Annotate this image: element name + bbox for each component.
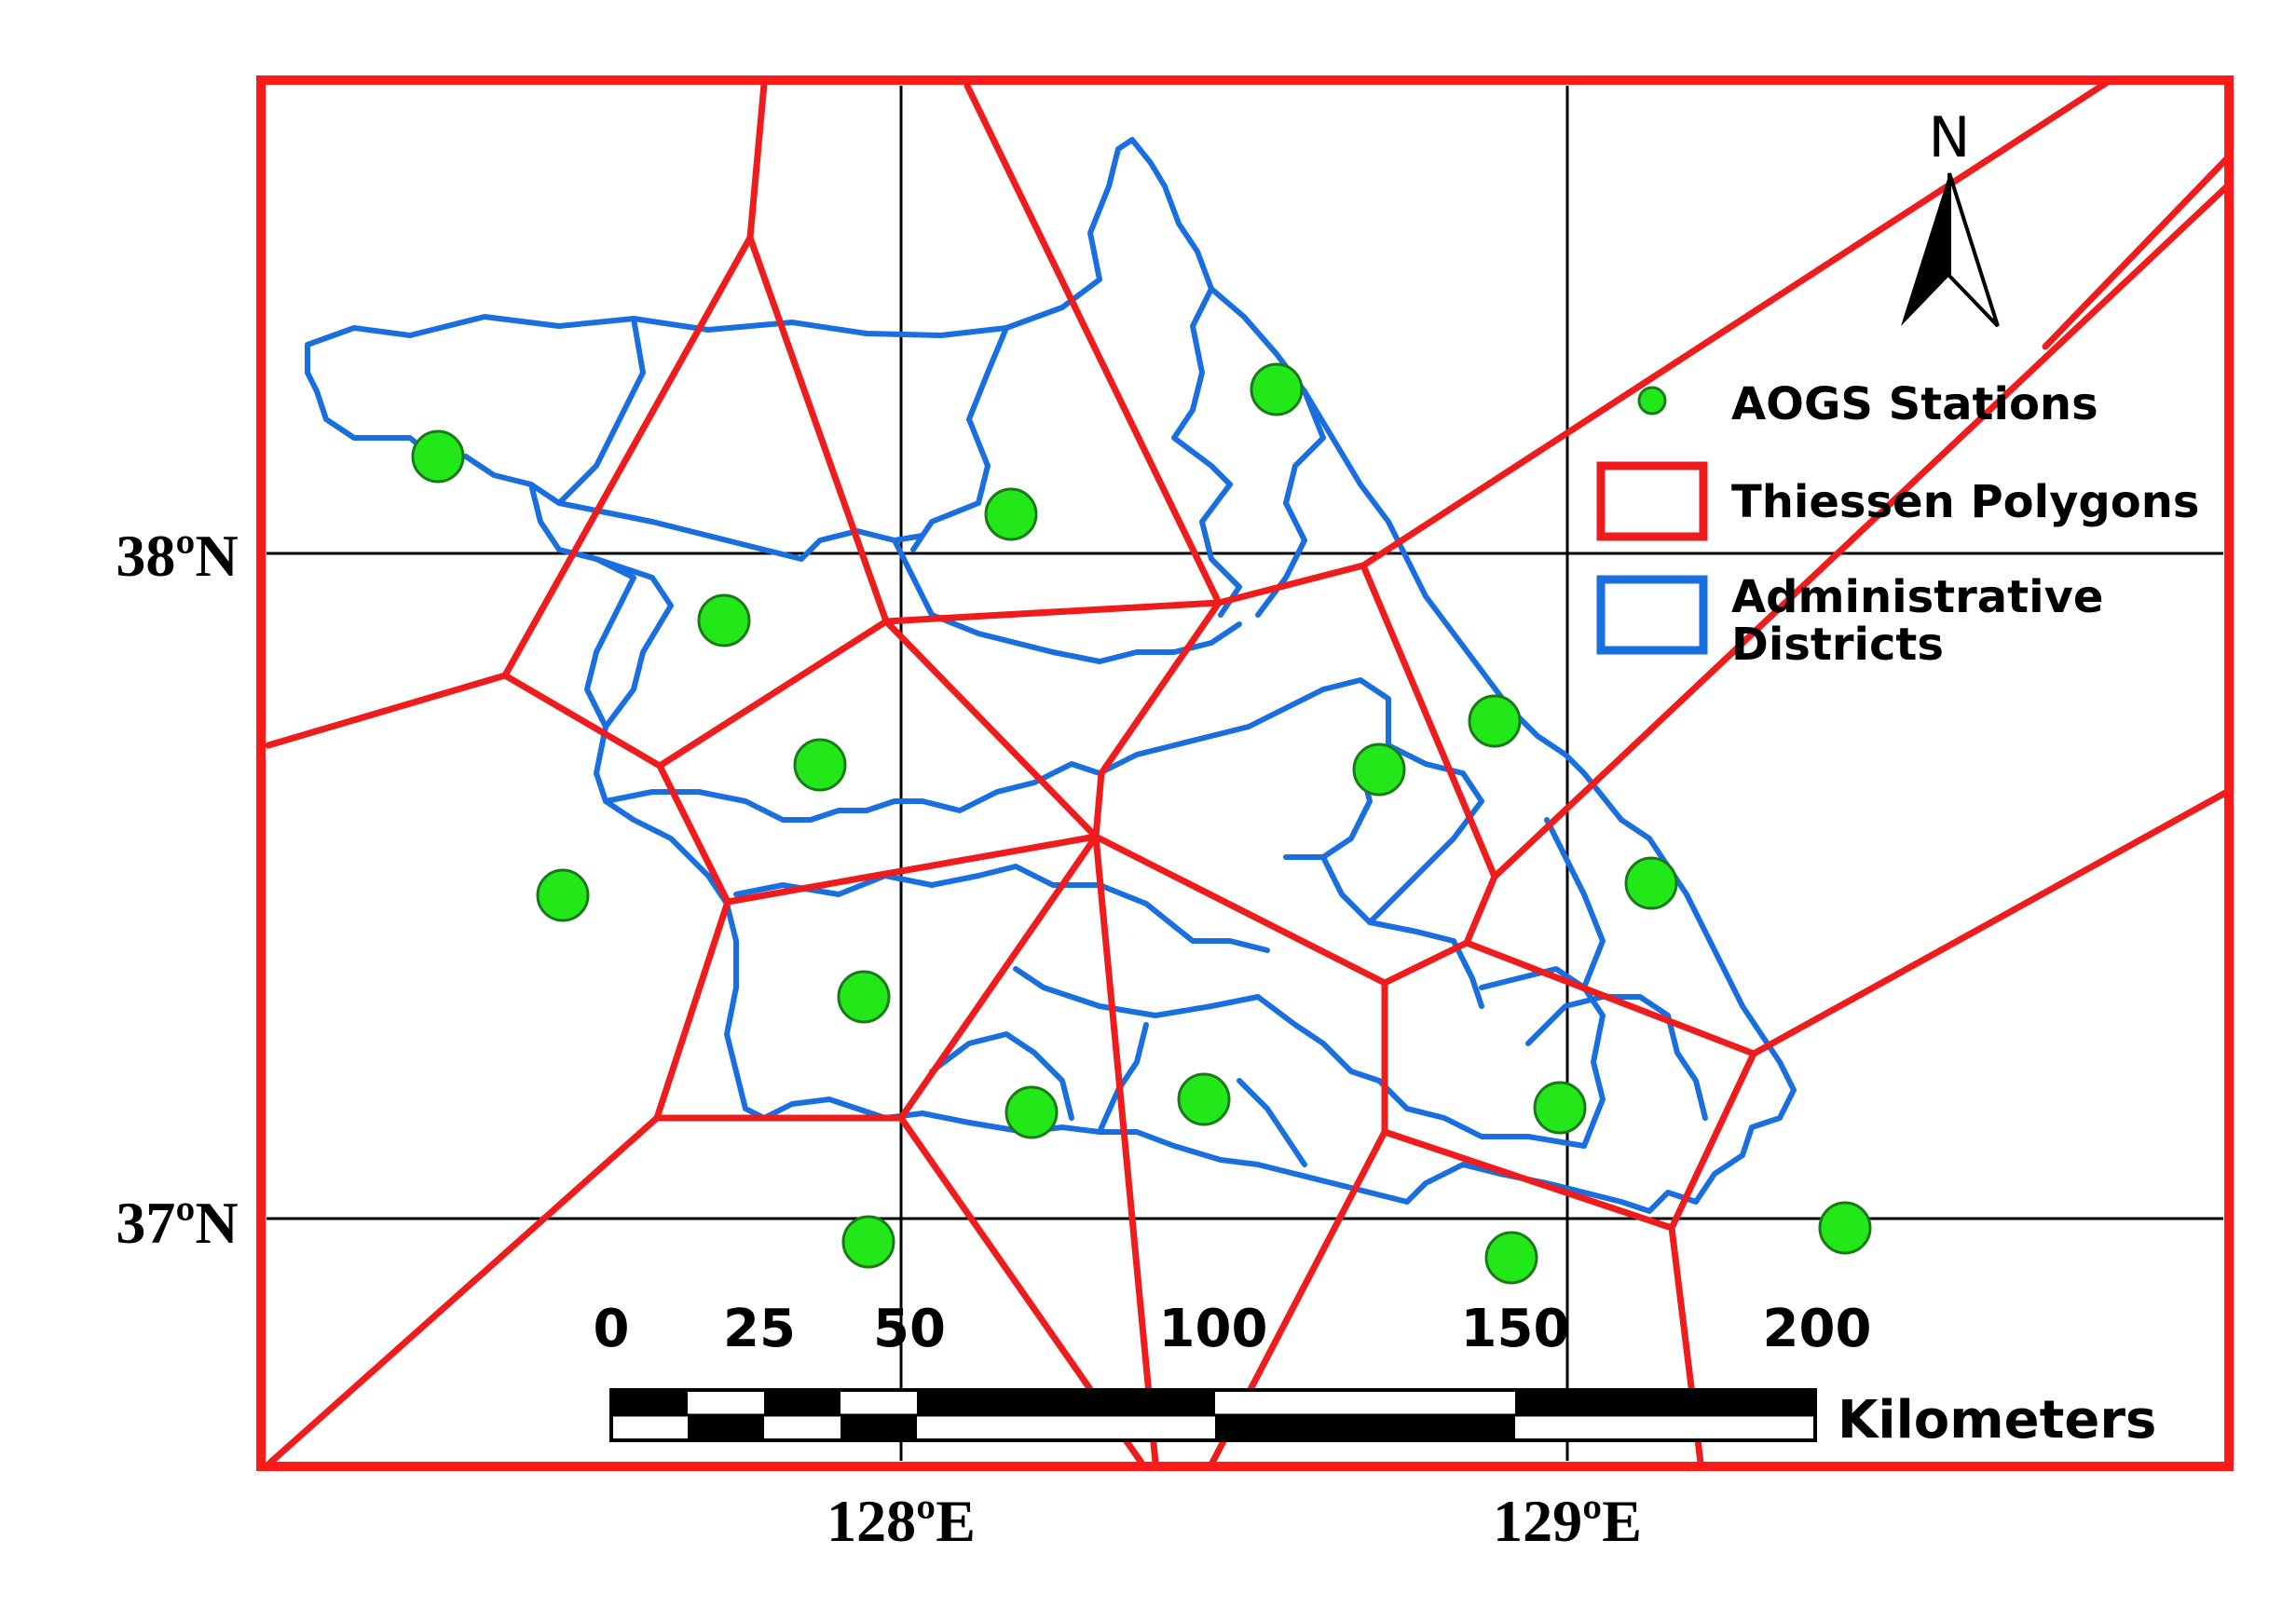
scale-segment: [1515, 1390, 1815, 1415]
thiessen-edge: [1750, 788, 2229, 1057]
legend-districts-symbol: [1596, 575, 1708, 655]
district-boundary: [1237, 1078, 1307, 1167]
legend-polygons-label: Thiessen Polygons: [1731, 476, 2199, 528]
district-boundary: [910, 325, 1009, 552]
station-marker: [1177, 1072, 1231, 1126]
station-marker: [1533, 1081, 1587, 1135]
thiessen-edge: [1092, 833, 1159, 1466]
station-marker: [1352, 743, 1406, 797]
scale-tick-50: 50: [873, 1299, 946, 1359]
station-marker: [411, 429, 465, 484]
legend-districts-label-line2: Districts: [1731, 619, 1944, 671]
district-boundary: [556, 316, 646, 506]
station-marker: [1818, 1201, 1872, 1255]
thiessen-edge: [1092, 80, 2114, 840]
district-boundary: [929, 1031, 1074, 1121]
station-marker: [536, 868, 590, 922]
lat-label-38: 38ºN: [116, 523, 238, 589]
station-marker: [984, 487, 1038, 541]
station-marker: [1624, 856, 1678, 910]
scale-segment: [688, 1415, 764, 1440]
district-boundary: [603, 761, 1102, 823]
thiessen-edge: [265, 672, 509, 749]
scale-segment: [840, 1415, 917, 1440]
thiessen-edge: [1463, 939, 1757, 1232]
thiessen-edge: [656, 618, 1100, 906]
district-outline-outer: [305, 137, 1797, 1214]
scale-bar: 0 25 50 100 150 200 Kilometers: [594, 1299, 2157, 1451]
station-marker: [841, 1215, 895, 1269]
district-boundary: [1255, 388, 1326, 618]
legend-stations-label: AOGS Stations: [1731, 378, 2098, 430]
north-arrow-label: N: [1929, 105, 1971, 170]
station-marker: [697, 593, 751, 647]
administrative-districts: [305, 137, 1797, 1214]
north-arrow: N: [1901, 105, 2000, 328]
scale-tick-100: 100: [1159, 1299, 1268, 1359]
thiessen-polygons: [265, 80, 2229, 1466]
scale-segment: [611, 1390, 688, 1415]
lat-label-37: 37ºN: [116, 1190, 238, 1256]
north-arrow-right: [1948, 172, 2000, 328]
legend-polygons-symbol: [1596, 461, 1708, 541]
scale-unit-label: Kilometers: [1838, 1390, 2156, 1451]
station-marker: [1250, 362, 1304, 416]
scale-segment: [1215, 1415, 1515, 1440]
station-marker: [1004, 1085, 1059, 1139]
district-boundary: [1525, 994, 1708, 1121]
lon-label-129: 129ºE: [1493, 1488, 1642, 1554]
station-marker: [1468, 694, 1522, 748]
legend-districts-label-line1: Administrative: [1731, 571, 2103, 623]
district-boundary: [1171, 286, 1242, 618]
thiessen-edge: [653, 833, 1100, 1122]
district-boundary: [1097, 1022, 1149, 1135]
scale-tick-25: 25: [723, 1299, 796, 1359]
aogs-stations: [411, 362, 1872, 1285]
legend-station-symbol: [1637, 386, 1667, 416]
thiessen-edge: [2042, 155, 2229, 350]
station-marker: [793, 738, 847, 792]
thiessen-edge: [1092, 562, 1498, 987]
scale-tick-150: 150: [1461, 1299, 1570, 1359]
station-marker: [1484, 1231, 1538, 1285]
scale-tick-200: 200: [1763, 1299, 1872, 1359]
district-boundary: [594, 556, 674, 729]
district-boundary: [1097, 677, 1391, 860]
district-boundary: [733, 864, 1270, 953]
thiessen-edge: [501, 234, 890, 770]
north-arrow-left: [1901, 173, 1949, 326]
legend: AOGS Stations Thiessen Polygons Administ…: [1596, 378, 2199, 671]
graticule: [266, 86, 2223, 1461]
district-boundary: [1283, 854, 1484, 1009]
district-boundary: [1013, 966, 1587, 1149]
thiessen-edge: [266, 1114, 661, 1466]
scale-tick-0: 0: [594, 1299, 630, 1359]
scale-segment: [764, 1390, 840, 1415]
lon-label-128: 128ºE: [827, 1488, 976, 1554]
thiessen-edge: [1491, 183, 2229, 880]
station-marker: [837, 970, 891, 1024]
scale-segment: [917, 1390, 1215, 1415]
map-frame: [256, 75, 2234, 1471]
district-boundary: [1544, 817, 1606, 990]
